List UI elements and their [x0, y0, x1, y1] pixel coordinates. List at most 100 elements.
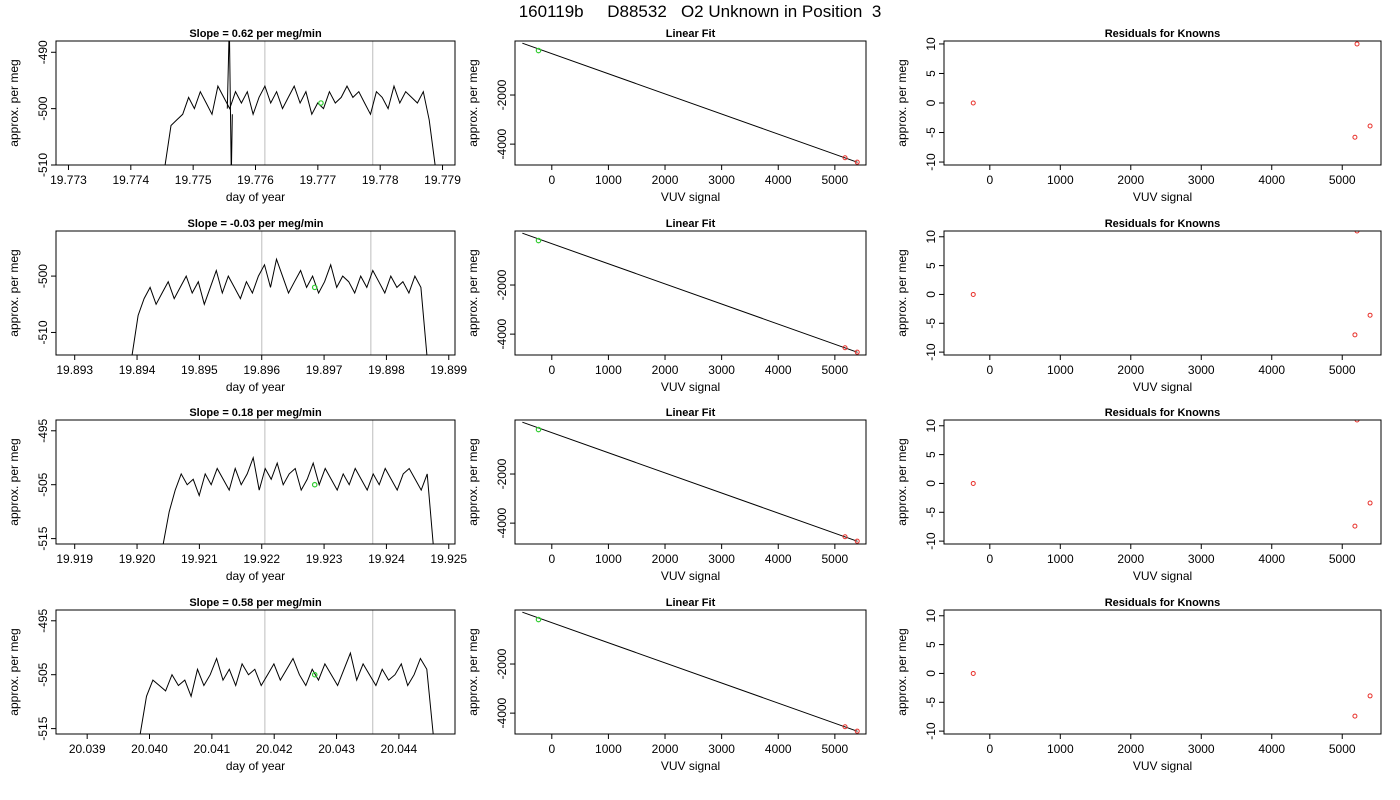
- residual-point: [1367, 693, 1373, 699]
- plot-frame: [55, 230, 456, 356]
- plot-frame: [943, 40, 1382, 166]
- x-tick-label: 19.895: [181, 363, 218, 377]
- known-point: [854, 728, 860, 734]
- x-tick-label: 4000: [765, 552, 792, 566]
- x-tick-label: 19.779: [424, 173, 461, 187]
- x-tick-label: 1000: [1047, 363, 1074, 377]
- y-tick-label: 0: [924, 480, 938, 487]
- residual-point: [1352, 332, 1358, 338]
- y-tick-label: 5: [924, 262, 938, 269]
- panel-1-1: Slope = 0.62 per meg/min day of year appro…: [7, 28, 461, 204]
- y-tick-label: -4000: [495, 697, 509, 728]
- x-tick-label: 19.898: [368, 363, 405, 377]
- plot-frame: [514, 609, 867, 735]
- x-tick-label: 20.039: [69, 742, 106, 756]
- panel-title: Slope = -0.03 per meg/min: [187, 218, 323, 230]
- x-tick-label: 2000: [652, 363, 679, 377]
- x-tick-label: 5000: [1329, 552, 1356, 566]
- panel-title: Residuals for Knowns: [1105, 407, 1221, 419]
- x-axis-label: VUV signal: [1133, 759, 1192, 773]
- plot-frame: [55, 40, 456, 166]
- x-tick-label: 1000: [1047, 173, 1074, 187]
- plot-area: [139, 610, 434, 734]
- plot-frame: [55, 419, 456, 545]
- x-tick-label: 19.778: [362, 173, 399, 187]
- x-axis-label: VUV signal: [661, 759, 720, 773]
- x-tick-label: 19.923: [306, 552, 343, 566]
- x-tick-label: 2000: [1117, 552, 1144, 566]
- x-tick-label: 0: [986, 173, 993, 187]
- plot-area: [970, 670, 1373, 719]
- x-axis-label: day of year: [226, 759, 285, 773]
- x-tick-label: 20.041: [194, 742, 231, 756]
- y-tick-label: -10: [924, 532, 938, 550]
- x-tick-label: 19.922: [243, 552, 280, 566]
- x-tick-label: 19.893: [56, 363, 93, 377]
- known-point: [842, 345, 848, 351]
- y-tick-label: -510: [36, 153, 50, 177]
- x-tick-label: 4000: [765, 742, 792, 756]
- residual-point: [1352, 713, 1358, 719]
- x-axis-label: day of year: [226, 190, 285, 204]
- y-tick-label: -2000: [495, 458, 509, 489]
- x-tick-label: 19.920: [119, 552, 156, 566]
- y-tick-label: 10: [924, 419, 938, 433]
- unknown-point: [535, 237, 542, 244]
- x-tick-label: 3000: [708, 552, 735, 566]
- residual-point: [1354, 41, 1360, 47]
- y-tick-label: 10: [924, 609, 938, 623]
- known-point: [842, 155, 848, 161]
- y-tick-label: -10: [924, 153, 938, 171]
- residual-point: [970, 480, 976, 486]
- y-tick-label: 5: [924, 451, 938, 458]
- unknown-marker: [318, 100, 324, 106]
- data-series-line: [162, 455, 434, 544]
- data-series-line: [131, 257, 428, 355]
- panel-1-2: Linear Fit VUV signal approx. per meg 0 1000…: [466, 28, 867, 204]
- residual-point: [1367, 123, 1373, 129]
- plot-frame: [55, 609, 456, 735]
- y-tick-label: -10: [924, 722, 938, 740]
- x-tick-label: 5000: [822, 363, 849, 377]
- plot-frame: [514, 40, 867, 166]
- y-axis-label: approx. per meg: [895, 59, 909, 146]
- y-tick-label: 10: [924, 230, 938, 244]
- x-tick-label: 19.899: [430, 363, 467, 377]
- plot-area: [970, 41, 1373, 140]
- y-tick-label: -495: [36, 418, 50, 442]
- x-tick-label: 2000: [652, 552, 679, 566]
- x-tick-label: 3000: [1188, 742, 1215, 756]
- x-axis-label: VUV signal: [661, 569, 720, 583]
- x-tick-label: 1000: [595, 363, 622, 377]
- known-point: [854, 159, 860, 165]
- x-tick-label: 19.777: [299, 173, 336, 187]
- y-tick-label: -4000: [495, 128, 509, 159]
- x-axis-label: VUV signal: [1133, 380, 1192, 394]
- x-tick-label: 19.924: [368, 552, 405, 566]
- x-tick-label: 0: [986, 363, 993, 377]
- y-tick-label: -10: [924, 343, 938, 361]
- y-tick-label: -505: [36, 472, 50, 496]
- unknown-point: [535, 426, 542, 433]
- x-axis-label: VUV signal: [1133, 569, 1192, 583]
- y-tick-label: 5: [924, 70, 938, 77]
- panel-4-2: Linear Fit VUV signal approx. per meg 0 1000…: [466, 597, 867, 773]
- plot-area: [522, 232, 860, 355]
- unknown-marker: [311, 671, 318, 678]
- panel-title: Linear Fit: [666, 407, 716, 419]
- x-tick-label: 20.040: [131, 742, 168, 756]
- x-tick-label: 19.773: [50, 173, 87, 187]
- x-tick-label: 4000: [1258, 173, 1285, 187]
- x-axis-label: VUV signal: [1133, 190, 1192, 204]
- y-tick-label: -5: [924, 127, 938, 138]
- panel-title: Linear Fit: [666, 218, 716, 230]
- plot-area: [131, 231, 428, 355]
- y-axis-label: approx. per meg: [7, 59, 21, 146]
- y-axis-label: approx. per meg: [466, 438, 480, 525]
- y-axis-label: approx. per meg: [7, 438, 21, 525]
- plot-frame: [514, 419, 867, 545]
- x-tick-label: 0: [986, 552, 993, 566]
- y-tick-label: -490: [36, 40, 50, 64]
- panel-2-2: Linear Fit VUV signal approx. per meg 0 1000…: [466, 218, 867, 394]
